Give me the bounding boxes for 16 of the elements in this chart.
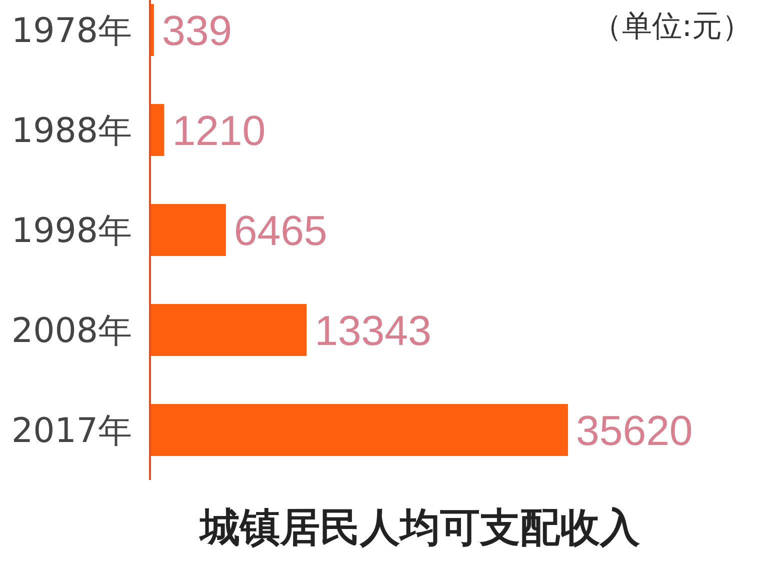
- bar: [150, 304, 307, 356]
- y-tick-label: 1978年: [11, 11, 132, 52]
- data-label: 13343: [314, 306, 432, 354]
- data-label: 1210: [172, 106, 266, 154]
- bar: [150, 104, 164, 156]
- y-tick-label: 1998年: [11, 211, 132, 252]
- text: （单位:元）: [592, 8, 752, 46]
- y-tick-label: 2017年: [11, 411, 132, 452]
- bar: [150, 204, 226, 256]
- y-tick-label: 2008年: [11, 311, 132, 352]
- data-label: 6465: [234, 206, 328, 254]
- data-label: 339: [162, 6, 232, 54]
- data-label: 35620: [576, 406, 693, 454]
- bar: [150, 404, 568, 456]
- y-tick-label: 1988年: [11, 111, 132, 152]
- text: 城镇居民人均可支配收入: [198, 504, 641, 553]
